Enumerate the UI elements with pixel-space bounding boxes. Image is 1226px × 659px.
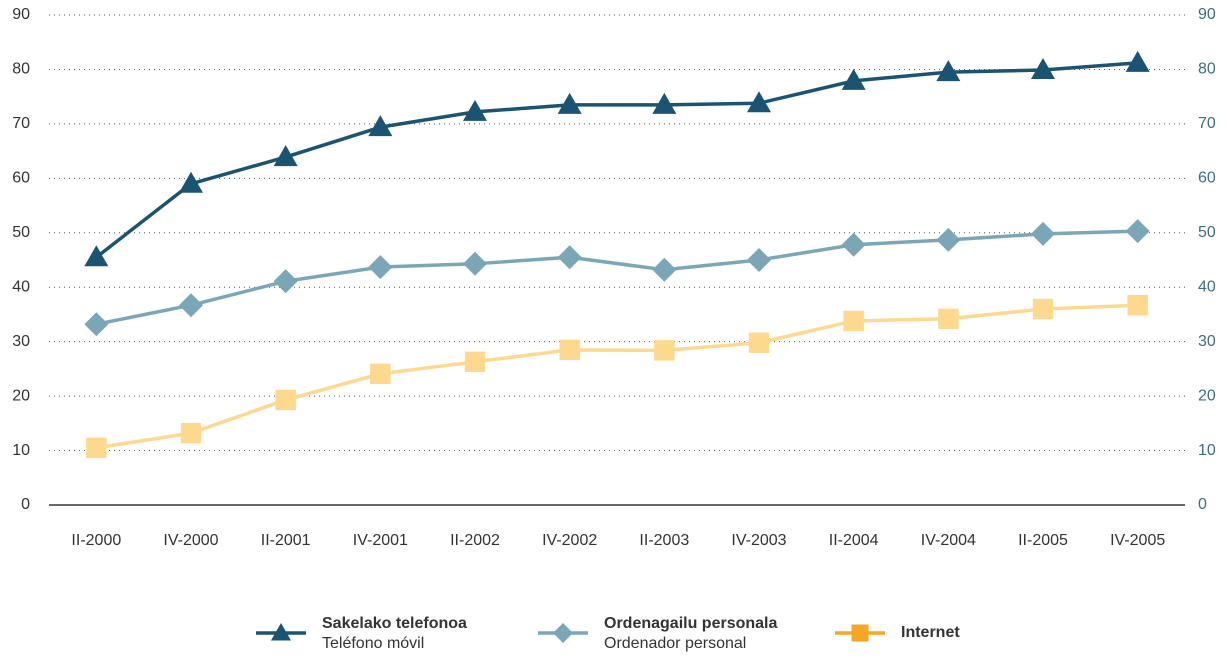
marker: [275, 389, 296, 411]
marker: [841, 232, 866, 257]
x-tick-label: IV-2000: [163, 532, 218, 549]
marker: [748, 332, 770, 353]
marker: [370, 363, 391, 384]
y2-tick-label: 30: [1198, 333, 1216, 350]
y2-tick-label: 0: [1198, 496, 1207, 513]
y-tick-label: 10: [12, 442, 30, 459]
marker: [179, 171, 203, 193]
marker: [1031, 57, 1055, 79]
y-tick-label: 50: [12, 224, 30, 241]
marker: [1125, 219, 1150, 244]
marker: [463, 99, 487, 121]
marker: [851, 624, 869, 642]
marker: [936, 60, 961, 82]
y2-tick-label: 90: [1198, 6, 1216, 23]
y-tick-label: 30: [12, 333, 30, 350]
marker: [938, 308, 959, 329]
marker: [1032, 298, 1054, 320]
marker: [179, 293, 203, 318]
y2-tick-label: 20: [1198, 387, 1216, 404]
marker: [464, 351, 486, 373]
marker: [1127, 294, 1148, 316]
y-tick-label: 40: [12, 278, 30, 295]
marker: [273, 269, 298, 294]
y-tick-label: 20: [12, 387, 30, 404]
marker: [654, 340, 675, 361]
legend-label: Internet: [901, 624, 960, 641]
marker: [1125, 50, 1150, 72]
x-tick-label: IV-2004: [921, 532, 976, 549]
marker: [557, 92, 582, 114]
marker: [368, 115, 393, 137]
y2-tick-label: 40: [1198, 278, 1216, 295]
y2-tick-label: 50: [1198, 224, 1216, 241]
x-tick-label: II-2002: [450, 532, 500, 549]
y-tick-label: 0: [21, 496, 30, 513]
legend-sublabel: Ordenador personal: [604, 635, 746, 652]
marker: [841, 68, 866, 90]
legend-label: Sakelako telefonoa: [322, 615, 467, 632]
y-tick-label: 60: [12, 170, 30, 187]
y2-tick-label: 80: [1198, 61, 1216, 78]
marker: [1031, 221, 1055, 246]
marker: [559, 339, 580, 361]
legend-sublabel: Teléfono móvil: [322, 635, 424, 652]
y2-tick-label: 60: [1198, 170, 1216, 187]
marker: [86, 437, 107, 459]
legend-label: Ordenagailu personala: [604, 615, 777, 632]
y-tick-label: 70: [12, 115, 30, 132]
marker: [652, 92, 677, 114]
series-line: [95, 229, 1138, 326]
y2-tick-label: 70: [1198, 115, 1216, 132]
series-line: [96, 303, 1138, 450]
y2-tick-label: 10: [1198, 442, 1216, 459]
marker: [84, 245, 109, 267]
marker: [936, 227, 961, 252]
marker: [84, 312, 109, 337]
x-tick-label: II-2001: [261, 532, 311, 549]
marker: [273, 145, 298, 167]
x-tick-label: IV-2002: [542, 532, 597, 549]
marker: [180, 422, 202, 444]
marker: [271, 623, 291, 641]
marker: [747, 91, 771, 113]
marker: [652, 257, 677, 282]
marker: [553, 623, 573, 643]
x-tick-label: II-2000: [71, 532, 121, 549]
y-tick-label: 90: [12, 6, 30, 23]
x-tick-label: II-2005: [1018, 532, 1068, 549]
x-tick-label: IV-2003: [731, 532, 786, 549]
marker: [557, 245, 582, 270]
x-tick-label: II-2004: [829, 532, 879, 549]
marker: [463, 251, 487, 276]
series-line: [95, 61, 1138, 259]
x-tick-label: IV-2005: [1110, 532, 1165, 549]
x-tick-label: IV-2001: [353, 532, 408, 549]
y-tick-label: 80: [12, 61, 30, 78]
marker: [843, 310, 864, 332]
marker: [747, 248, 771, 272]
marker: [368, 255, 393, 280]
x-tick-label: II-2003: [639, 532, 689, 549]
